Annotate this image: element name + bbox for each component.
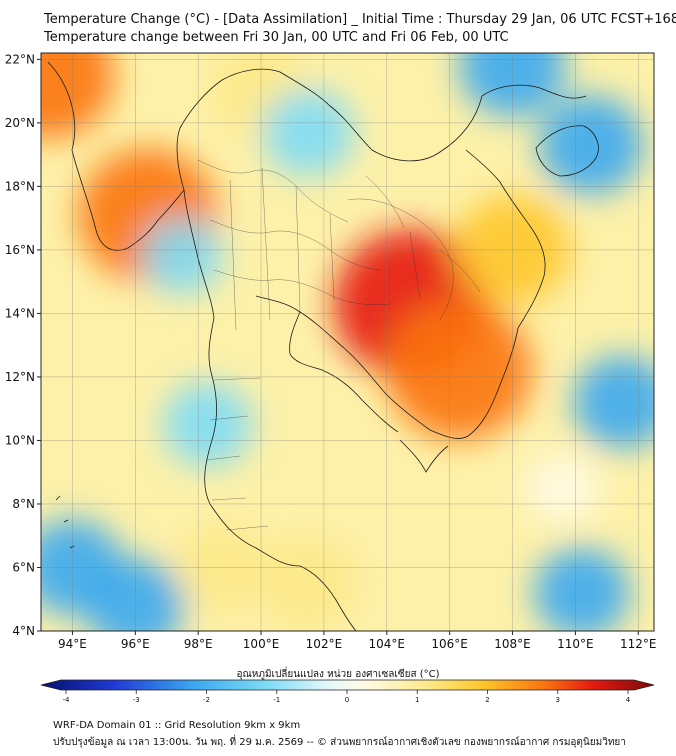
lon-tick-label: 110°E xyxy=(557,637,594,651)
lon-tick-label: 94°E xyxy=(58,637,87,651)
colorbar-tick-label: -1 xyxy=(273,696,280,704)
colorbar-tick-label: 1 xyxy=(415,696,419,704)
lon-tick-label: 100°E xyxy=(243,637,280,651)
colorbar-tick-label: 3 xyxy=(556,696,560,704)
temperature-field xyxy=(41,53,654,631)
colorbar: -4 -3 -2 -1 0 1 2 3 4 xyxy=(40,679,655,704)
footer-model-info: WRF-DA Domain 01 :: Grid Resolution 9km … xyxy=(53,720,301,731)
coastline-outlines xyxy=(47,61,599,631)
longitude-ticks: 94°E 96°E 98°E 100°E 102°E 104°E 106°E 108°E 110… xyxy=(58,631,657,651)
lon-tick-label: 98°E xyxy=(184,637,213,651)
lat-tick-label: 22°N xyxy=(5,52,35,66)
temperature-region xyxy=(573,355,654,450)
temperature-region xyxy=(525,452,601,524)
colorbar-tick-label: -4 xyxy=(63,696,71,704)
lat-tick-label: 16°N xyxy=(5,243,35,257)
temperature-region xyxy=(41,53,115,139)
lat-tick-label: 4°N xyxy=(12,624,35,638)
lon-tick-label: 104°E xyxy=(369,637,406,651)
temperature-region xyxy=(259,536,358,631)
province-borders xyxy=(197,159,481,531)
colorbar-ramp xyxy=(40,679,655,691)
plot-area xyxy=(41,53,654,631)
temperature-region xyxy=(539,95,644,195)
lon-tick-label: 112°E xyxy=(620,637,657,651)
lat-tick-label: 20°N xyxy=(5,116,35,130)
lon-tick-label: 102°E xyxy=(306,637,343,651)
temperature-region xyxy=(386,301,532,440)
colorbar-tick-label: -3 xyxy=(133,696,140,704)
temperature-region xyxy=(534,547,630,631)
lat-tick-label: 18°N xyxy=(5,179,35,193)
temperature-region xyxy=(142,217,223,295)
latitude-ticks: 22°N 20°N 18°N 16°N 14°N 12°N 10°N 8°N 6°N 4°N xyxy=(5,52,41,638)
lon-tick-label: 96°E xyxy=(121,637,150,651)
lat-tick-label: 6°N xyxy=(12,560,35,574)
lat-tick-label: 10°N xyxy=(5,433,35,447)
temperature-region xyxy=(162,381,253,468)
colorbar-label: อุณหภูมิเปลี่ยนแปลง หน่วย องศาเซลเซียส (… xyxy=(236,669,440,680)
colorbar-tick-label: 0 xyxy=(345,696,349,704)
footer-credit: ปรับปรุงข้อมูล ณ เวลา 13:00น. วัน พฤ. ที… xyxy=(53,737,626,748)
colorbar-tick-label: 4 xyxy=(626,696,631,704)
lon-tick-label: 106°E xyxy=(431,637,468,651)
lon-tick-label: 108°E xyxy=(494,637,531,651)
colorbar-tick-label: -2 xyxy=(203,696,210,704)
temperature-region xyxy=(262,88,355,177)
lat-tick-label: 12°N xyxy=(5,370,35,384)
plot-frame xyxy=(40,52,655,632)
colorbar-tick-label: 2 xyxy=(485,696,489,704)
map-title: Temperature Change (°C) - [Data Assimila… xyxy=(44,12,676,27)
graticule xyxy=(41,53,654,631)
map-subtitle: Temperature change between Fri 30 Jan, 0… xyxy=(44,30,509,45)
colorbar-ticks: -4 -3 -2 -1 0 1 2 3 4 xyxy=(63,690,631,704)
lat-tick-label: 8°N xyxy=(12,497,35,511)
lat-tick-label: 14°N xyxy=(5,306,35,320)
